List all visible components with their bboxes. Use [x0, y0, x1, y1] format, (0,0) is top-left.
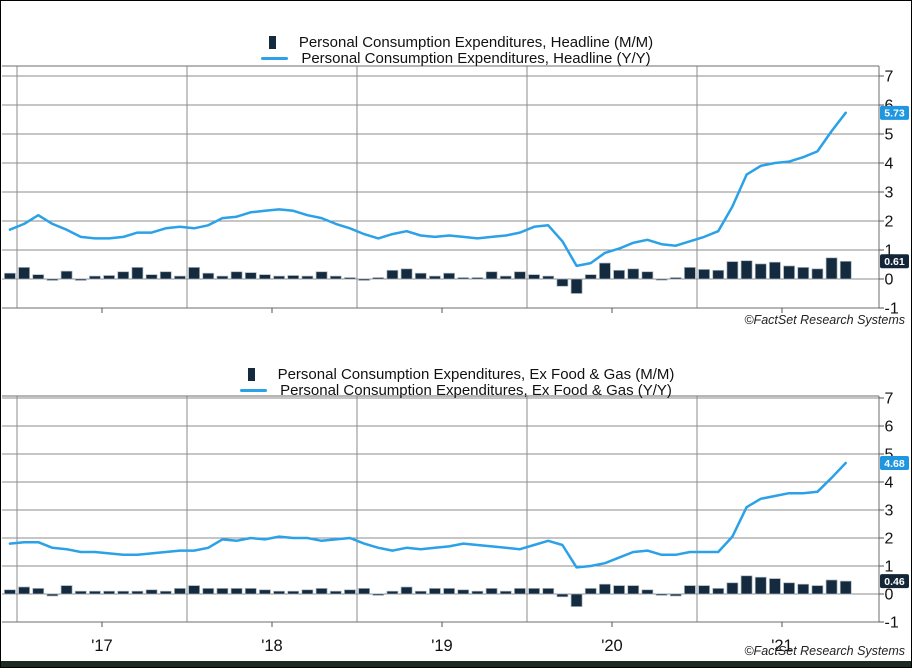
- legend-ex-food-gas: Personal Consumption Expenditures, Ex Fo…: [0, 365, 912, 399]
- svg-text:0.46: 0.46: [884, 576, 905, 588]
- factset-copyright-bottom: ©FactSet Research Systems: [744, 644, 905, 658]
- legend-label-headline-yy: Personal Consumption Expenditures, Headl…: [301, 49, 651, 67]
- svg-text:2: 2: [885, 214, 894, 231]
- legend-label-exfg-yy: Personal Consumption Expenditures, Ex Fo…: [280, 381, 672, 399]
- legend-label-exfg-mm: Personal Consumption Expenditures, Ex Fo…: [277, 365, 675, 383]
- svg-text:1: 1: [885, 559, 894, 576]
- gridlines-years-headline: [16, 66, 698, 308]
- x-axis-ticks-ex-food-gas: [101, 622, 783, 627]
- svg-text:'17: '17: [91, 637, 113, 655]
- gridlines-years-ex-food-gas: [16, 396, 698, 622]
- legend-headline: Personal Consumption Expenditures, Headl…: [0, 33, 912, 67]
- callout-line-ex-food-gas: 4.68: [880, 455, 909, 470]
- svg-text:4: 4: [885, 475, 894, 492]
- line-series-swatch-icon: [240, 388, 268, 392]
- svg-text:0: 0: [885, 587, 894, 604]
- legend-row-headline-mm: Personal Consumption Expenditures, Headl…: [259, 33, 654, 51]
- legend-row-headline-yy: Personal Consumption Expenditures, Headl…: [261, 49, 651, 67]
- svg-text:-1: -1: [885, 301, 899, 318]
- svg-text:-1: -1: [885, 615, 899, 632]
- svg-text:'18: '18: [261, 637, 283, 655]
- svg-text:5: 5: [885, 127, 894, 144]
- svg-text:3: 3: [885, 185, 894, 202]
- svg-text:4.68: 4.68: [884, 458, 905, 470]
- svg-text:5: 5: [885, 447, 894, 464]
- svg-text:7: 7: [885, 391, 894, 408]
- legend-row-exfg-yy: Personal Consumption Expenditures, Ex Fo…: [240, 381, 672, 399]
- svg-text:4: 4: [885, 156, 894, 173]
- x-axis-ticks-headline: [101, 308, 783, 313]
- x-axis-year-labels: '17 '18 '19 '20 '21: [91, 637, 793, 655]
- mm-bars-ex-food-gas: [4, 575, 852, 607]
- svg-text:1: 1: [885, 243, 894, 260]
- gridlines-h-ex-food-gas: [2, 397, 879, 595]
- line-series-swatch-icon: [261, 56, 289, 60]
- mm-bars-headline: [4, 257, 852, 294]
- svg-text:5.73: 5.73: [884, 108, 905, 120]
- callout-bar-headline: 0.61: [880, 254, 909, 269]
- y-axis-ex-food-gas: 7 6 5 4 3 2 1 0 -1: [879, 391, 899, 632]
- legend-label-headline-mm: Personal Consumption Expenditures, Headl…: [298, 33, 654, 51]
- factset-copyright-top: ©FactSet Research Systems: [744, 313, 905, 327]
- plot-frame-headline: [2, 65, 880, 309]
- legend-row-exfg-mm: Personal Consumption Expenditures, Ex Fo…: [238, 365, 675, 383]
- svg-text:'21: '21: [771, 637, 793, 655]
- bar-series-swatch-icon: [247, 367, 255, 381]
- gridlines-h-headline: [2, 75, 879, 280]
- svg-text:'20: '20: [601, 637, 623, 655]
- svg-text:2: 2: [885, 531, 894, 548]
- svg-text:0: 0: [885, 272, 894, 289]
- yy-line-headline: [8, 111, 847, 268]
- yy-line-ex-food-gas: [8, 461, 847, 569]
- svg-text:'19: '19: [431, 637, 453, 655]
- svg-text:7: 7: [885, 69, 894, 86]
- svg-text:6: 6: [885, 419, 894, 436]
- bottom-accent-bar: [1, 661, 911, 667]
- svg-text:3: 3: [885, 503, 894, 520]
- callout-line-headline: 5.73: [880, 105, 909, 120]
- plot-frame-ex-food-gas: [2, 395, 880, 623]
- callout-bar-ex-food-gas: 0.46: [880, 574, 909, 589]
- svg-text:0.61: 0.61: [884, 256, 905, 268]
- bar-series-swatch-icon: [268, 35, 276, 49]
